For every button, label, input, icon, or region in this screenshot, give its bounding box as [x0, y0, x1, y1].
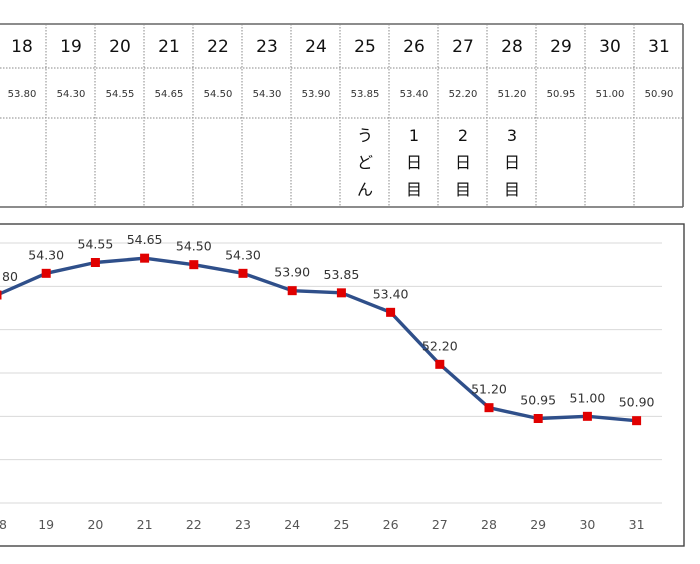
note-cell-char: ど — [357, 153, 373, 172]
data-label: 50.95 — [520, 393, 556, 408]
x-tick-label: 20 — [87, 517, 103, 532]
note-cell-char: 日 — [455, 153, 471, 172]
x-tick-label: 31 — [629, 517, 645, 532]
weight-cell-25: 53.85 — [351, 89, 380, 100]
day-header-26: 26 — [403, 37, 425, 57]
weight-cell-22: 54.50 — [204, 89, 233, 100]
day-header-25: 25 — [354, 37, 376, 57]
x-tick-label: 23 — [235, 517, 251, 532]
weight-table: 1853.801954.302054.552154.652254.502354.… — [0, 23, 684, 208]
chart-frame — [0, 223, 685, 547]
note-cell-char: う — [357, 126, 373, 145]
data-label: 53.85 — [324, 267, 360, 282]
day-header-24: 24 — [305, 37, 327, 57]
weight-cell-21: 54.65 — [155, 89, 184, 100]
x-tick-label: 25 — [333, 517, 349, 532]
weight-cell-24: 53.90 — [302, 89, 331, 100]
note-cell-char: 日 — [504, 153, 520, 172]
weight-cell-19: 54.30 — [57, 89, 86, 100]
x-tick-label: 24 — [284, 517, 300, 532]
x-tick-label: 28 — [481, 517, 497, 532]
note-cell-char: 目 — [406, 180, 422, 199]
x-tick-label: 30 — [579, 517, 595, 532]
data-label: 51.20 — [471, 382, 507, 397]
note-cell-char: 3 — [507, 126, 517, 145]
day-header-29: 29 — [550, 37, 572, 57]
x-tick-label: 29 — [530, 517, 546, 532]
note-cell-char: 2 — [458, 126, 468, 145]
data-label: 54.50 — [176, 239, 212, 254]
weight-series-line — [0, 256, 637, 423]
weight-cell-31: 50.90 — [645, 89, 674, 100]
day-header-21: 21 — [158, 37, 180, 57]
data-point-marker — [435, 359, 445, 369]
data-label: 51.00 — [570, 390, 606, 405]
day-header-30: 30 — [599, 37, 621, 57]
weight-cell-23: 54.30 — [253, 89, 282, 100]
x-tick-label: 21 — [137, 517, 153, 532]
day-header-22: 22 — [207, 37, 229, 57]
x-tick-label: 22 — [186, 517, 202, 532]
note-cell-char: 1 — [409, 126, 419, 145]
note-cell-char: 目 — [455, 180, 471, 199]
note-cell-char: 目 — [504, 180, 520, 199]
data-label: 50.90 — [619, 395, 655, 410]
note-cell-char: 日 — [406, 153, 422, 172]
day-header-28: 28 — [501, 37, 523, 57]
weight-cell-30: 51.00 — [596, 89, 625, 100]
weight-cell-26: 53.40 — [400, 89, 429, 100]
data-point-marker — [582, 411, 592, 421]
data-point-marker — [533, 414, 543, 423]
day-header-27: 27 — [452, 37, 474, 57]
data-point-marker — [386, 307, 396, 317]
x-tick-label: 26 — [383, 517, 399, 532]
x-tick-label: 27 — [432, 517, 448, 532]
day-header-18: 18 — [11, 37, 33, 57]
data-label: 53.90 — [274, 265, 310, 280]
data-point-marker — [90, 258, 100, 267]
data-label: 80 — [2, 269, 18, 284]
data-point-marker — [41, 268, 51, 278]
data-point-marker — [140, 253, 150, 263]
data-label: 52.20 — [422, 338, 458, 353]
data-label: 54.30 — [225, 247, 261, 262]
x-tick-label: 8 — [0, 517, 7, 532]
weight-cell-18: 53.80 — [8, 89, 37, 100]
day-header-31: 31 — [648, 37, 670, 57]
day-header-23: 23 — [256, 37, 278, 57]
data-point-marker — [238, 268, 248, 278]
weight-cell-27: 52.20 — [449, 89, 478, 100]
data-label: 54.65 — [127, 232, 163, 247]
note-cell-char: ん — [357, 180, 373, 199]
data-point-marker — [484, 403, 494, 413]
data-point-marker — [189, 260, 199, 270]
data-label: 53.40 — [373, 286, 409, 301]
day-header-20: 20 — [109, 37, 131, 57]
x-tick-label: 19 — [38, 517, 54, 532]
data-point-marker — [632, 416, 642, 426]
data-label: 54.30 — [28, 247, 64, 262]
weight-cell-20: 54.55 — [106, 89, 135, 100]
data-point-marker — [336, 288, 346, 298]
weight-cell-29: 50.95 — [547, 89, 576, 100]
weight-cell-28: 51.20 — [498, 89, 527, 100]
data-label: 54.55 — [78, 237, 114, 252]
data-point-marker — [0, 290, 2, 300]
day-header-19: 19 — [60, 37, 82, 57]
data-point-marker — [287, 286, 297, 296]
